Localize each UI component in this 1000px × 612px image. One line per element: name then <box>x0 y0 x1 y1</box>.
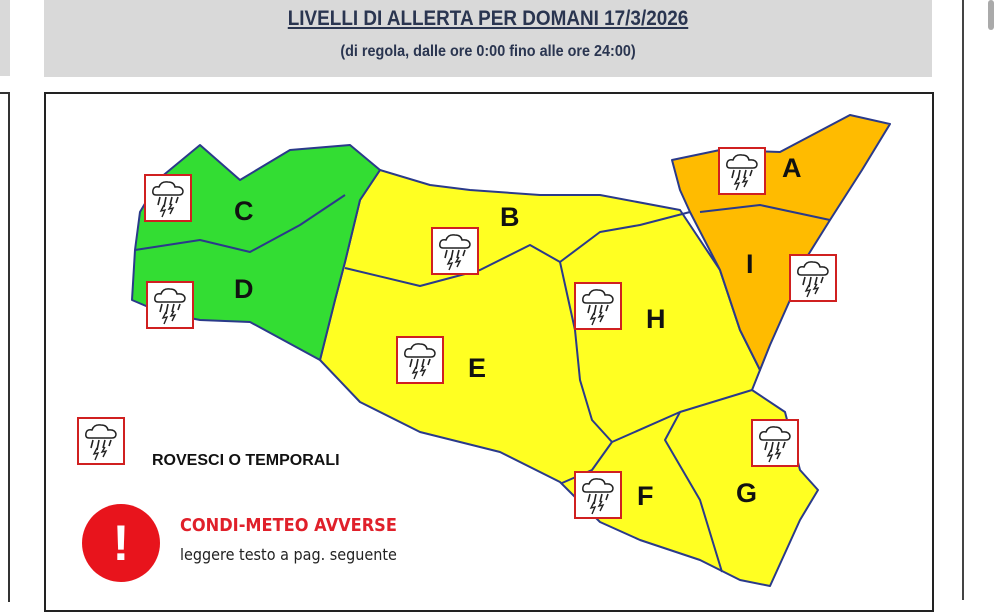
legend-storm-label: ROVESCI O TEMPORALI <box>152 452 340 469</box>
storm-icon-zone-a <box>718 147 766 195</box>
zone-label-c: C <box>234 196 254 226</box>
storm-icon-zone-e <box>396 336 444 384</box>
boundary-b-e <box>344 244 561 287</box>
legend-storm-icon <box>77 417 125 465</box>
zone-label-g: G <box>736 478 757 508</box>
boundary-h-e <box>559 261 613 443</box>
storm-icon-zone-d <box>146 281 194 329</box>
boundary-f-g <box>664 411 723 573</box>
page-subtitle: (di regola, dalle ore 0:00 fino alle ore… <box>340 43 636 60</box>
boundary-e-f <box>561 441 613 484</box>
storm-icon-zone-f <box>574 471 622 519</box>
storm-icon-zone-g <box>751 419 799 467</box>
storm-icon-zone-i <box>789 254 837 302</box>
warning-subtitle: leggere testo a pag. seguente <box>180 545 397 564</box>
scrollbar[interactable] <box>988 0 994 30</box>
page-title: LIVELLI DI ALLERTA PER DOMANI 17/3/2026 <box>287 7 689 30</box>
zone-label-h: H <box>646 304 666 334</box>
warning-icon: ! <box>82 504 160 582</box>
page-edge <box>962 0 964 600</box>
header: LIVELLI DI ALLERTA PER DOMANI 17/3/2026 … <box>44 0 932 77</box>
storm-icon-zone-c <box>144 174 192 222</box>
zone-label-i: I <box>746 249 754 279</box>
zone-label-e: E <box>468 353 486 383</box>
storm-icon-zone-b <box>431 227 479 275</box>
left-page-header <box>0 0 10 76</box>
boundary-c-d <box>134 194 346 253</box>
warning-title: CONDI-METEO AVVERSE <box>180 515 397 536</box>
left-page-frame <box>0 92 10 602</box>
zone-label-a: A <box>782 153 802 183</box>
zone-label-d: D <box>234 274 254 304</box>
storm-icon-zone-h <box>574 282 622 330</box>
zone-label-b: B <box>500 202 520 232</box>
zone-label-f: F <box>637 481 654 511</box>
boundary-a-i <box>699 204 831 221</box>
boundary-b-h <box>559 211 691 263</box>
